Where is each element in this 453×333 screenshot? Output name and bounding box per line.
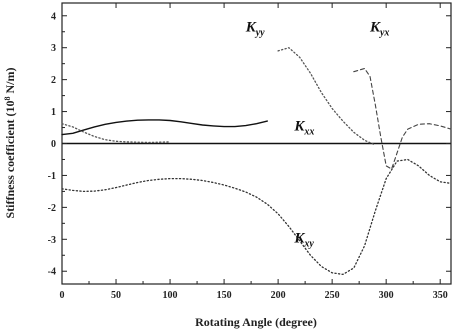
curve-label-subscript: xx xyxy=(303,127,314,138)
x-tick-label-2: 100 xyxy=(163,290,178,301)
curve-label-subscript: yy xyxy=(255,28,265,39)
y-axis-title-unit: N/m) xyxy=(3,68,17,97)
curve-label-kyy: Kyy xyxy=(245,20,265,39)
x-tick-label-5: 250 xyxy=(325,290,340,301)
x-tick-label-7: 350 xyxy=(433,290,448,301)
y-tick-label-7: 3 xyxy=(51,43,56,54)
y-axis-title-exponent: 8 xyxy=(3,97,12,101)
curve-label-subscript: xy xyxy=(303,238,314,249)
x-tick-label-3: 150 xyxy=(217,290,232,301)
curve-label-kxy: Kxy xyxy=(293,230,314,249)
curve-label-main: K xyxy=(245,20,257,36)
curve-label-kyx: Kyx xyxy=(369,20,389,39)
y-axis-title: Stiffness coefficient (108 N/m) xyxy=(3,68,17,219)
series-line-kyy xyxy=(61,47,377,146)
x-tick-label-4: 200 xyxy=(271,290,286,301)
series-line-kyx xyxy=(353,67,452,170)
x-tick-label-1: 50 xyxy=(111,290,121,301)
curve-label-main: K xyxy=(293,119,305,135)
series-line-kxy xyxy=(61,158,452,276)
curve-label-subscript: yx xyxy=(379,28,389,39)
y-tick-label-6: 2 xyxy=(51,75,56,86)
x-tick-label-6: 300 xyxy=(379,290,394,301)
curve-label-main: K xyxy=(369,20,381,36)
y-tick-label-0: -4 xyxy=(48,267,56,278)
y-tick-label-2: -2 xyxy=(48,203,56,214)
x-axis-title: Rotating Angle (degree) xyxy=(195,315,317,329)
series-line-kxx xyxy=(61,119,268,136)
curve-label-main: K xyxy=(293,230,305,246)
y-tick-label-8: 4 xyxy=(51,11,56,22)
y-tick-label-1: -3 xyxy=(48,235,56,246)
x-tick-label-0: 0 xyxy=(60,290,65,301)
y-axis-title-main: Stiffness coefficient (10 xyxy=(3,101,17,219)
curve-label-kxx: Kxx xyxy=(293,119,314,138)
y-tick-label-5: 1 xyxy=(51,107,56,118)
y-tick-label-3: -1 xyxy=(48,171,56,182)
y-tick-label-4: 0 xyxy=(51,139,56,150)
